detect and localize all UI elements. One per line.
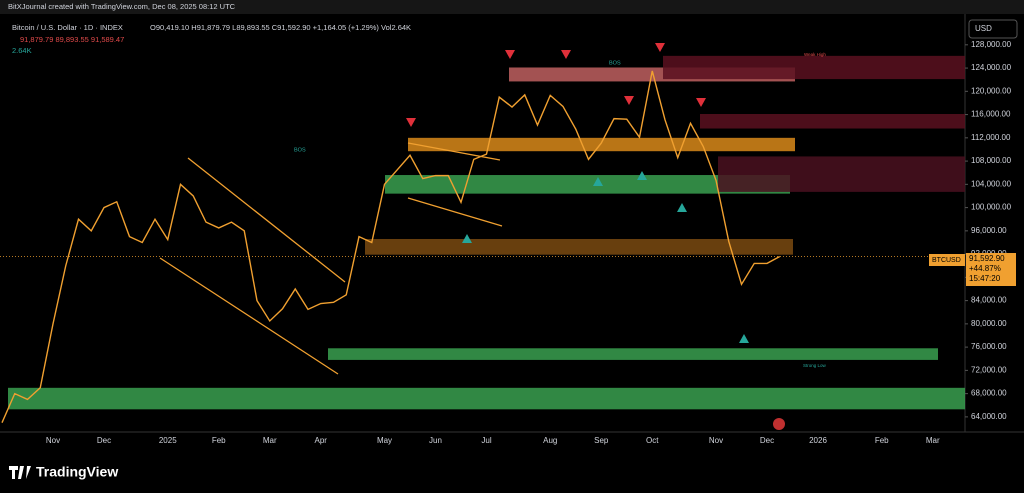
- price-zone: [8, 387, 965, 410]
- ma-values: 91,879.79 89,893.55 91,589.47: [20, 35, 124, 44]
- symbol: Bitcoin / U.S. Dollar · 1D · INDEX: [12, 23, 123, 32]
- ohlc: O90,419.10 H91,879.79 L89,893.55 C91,592…: [150, 23, 411, 32]
- x-tick-label: Jun: [429, 436, 442, 445]
- bos-label: BOS: [294, 147, 306, 153]
- price-zone: [700, 113, 965, 129]
- price-zone: [718, 156, 965, 192]
- y-tick-label: 72,000.00: [971, 365, 1007, 374]
- countdown: 15:47:20: [969, 274, 1001, 283]
- price-tag: [966, 253, 1016, 286]
- x-tick-label: Dec: [760, 436, 774, 445]
- y-tick-label: 68,000.00: [971, 389, 1007, 398]
- bos-label: BOS: [609, 60, 621, 66]
- strong-low: Strong Low: [803, 363, 827, 368]
- symbol-tag: [929, 254, 965, 266]
- y-tick-label: 128,000.00: [971, 40, 1012, 49]
- x-tick-label: 2025: [159, 436, 177, 445]
- x-tick-label: May: [377, 436, 392, 445]
- currency[interactable]: USD: [975, 24, 992, 33]
- currency-box[interactable]: [968, 19, 1018, 39]
- volume: 2.64K: [12, 46, 32, 55]
- x-tick-label: Feb: [212, 436, 226, 445]
- price-line: [1, 70, 781, 423]
- y-tick-label: 104,000.00: [971, 179, 1012, 188]
- y-tick-label: 116,000.00: [971, 110, 1011, 119]
- change: +44.87%: [969, 264, 1001, 273]
- x-tick-label: Oct: [646, 436, 659, 445]
- brand: TradingView: [36, 464, 118, 480]
- x-tick-label: 2026: [809, 436, 827, 445]
- x-tick-label: Feb: [875, 436, 889, 445]
- y-tick-label: 76,000.00: [971, 342, 1007, 351]
- x-tick-label: Nov: [709, 436, 723, 445]
- event-icon[interactable]: [773, 418, 785, 430]
- price-zone: [408, 137, 795, 152]
- price-zone: [663, 55, 965, 80]
- top-bar: [0, 0, 1024, 14]
- x-tick-label: Dec: [97, 436, 111, 445]
- price-zone: [385, 175, 790, 194]
- y-tick-label: 100,000.00: [971, 203, 1012, 212]
- x-tick-label: Aug: [543, 436, 557, 445]
- price: 91,592.90: [969, 254, 1005, 263]
- x-tick-label: Sep: [594, 436, 609, 445]
- logo-mark: [9, 466, 31, 479]
- channel-lines: [159, 142, 503, 375]
- weak-high: Weak High: [804, 52, 826, 57]
- y-tick-label: 96,000.00: [971, 226, 1007, 235]
- x-tick-label: Mar: [926, 436, 940, 445]
- y-tick-label: 124,000.00: [971, 63, 1012, 72]
- y-tick-label: 112,000.00: [971, 133, 1011, 142]
- x-tick-label: Nov: [46, 436, 60, 445]
- price-zone: [365, 238, 793, 255]
- y-tick-label: 84,000.00: [971, 296, 1007, 305]
- y-tick-label: 80,000.00: [971, 319, 1007, 328]
- y-tick-label: 108,000.00: [971, 156, 1012, 165]
- y-tick-label: 64,000.00: [971, 412, 1007, 421]
- y-tick-label: 120,000.00: [971, 86, 1012, 95]
- x-tick-label: Jul: [481, 436, 491, 445]
- symbol-tag-text: BTCUSD: [932, 257, 961, 264]
- credit: BitXJournal created with TradingView.com…: [8, 2, 236, 11]
- x-tick-label: Mar: [263, 436, 277, 445]
- price-zone: [328, 348, 938, 360]
- logo: [9, 466, 31, 479]
- x-tick-label: Apr: [315, 436, 328, 445]
